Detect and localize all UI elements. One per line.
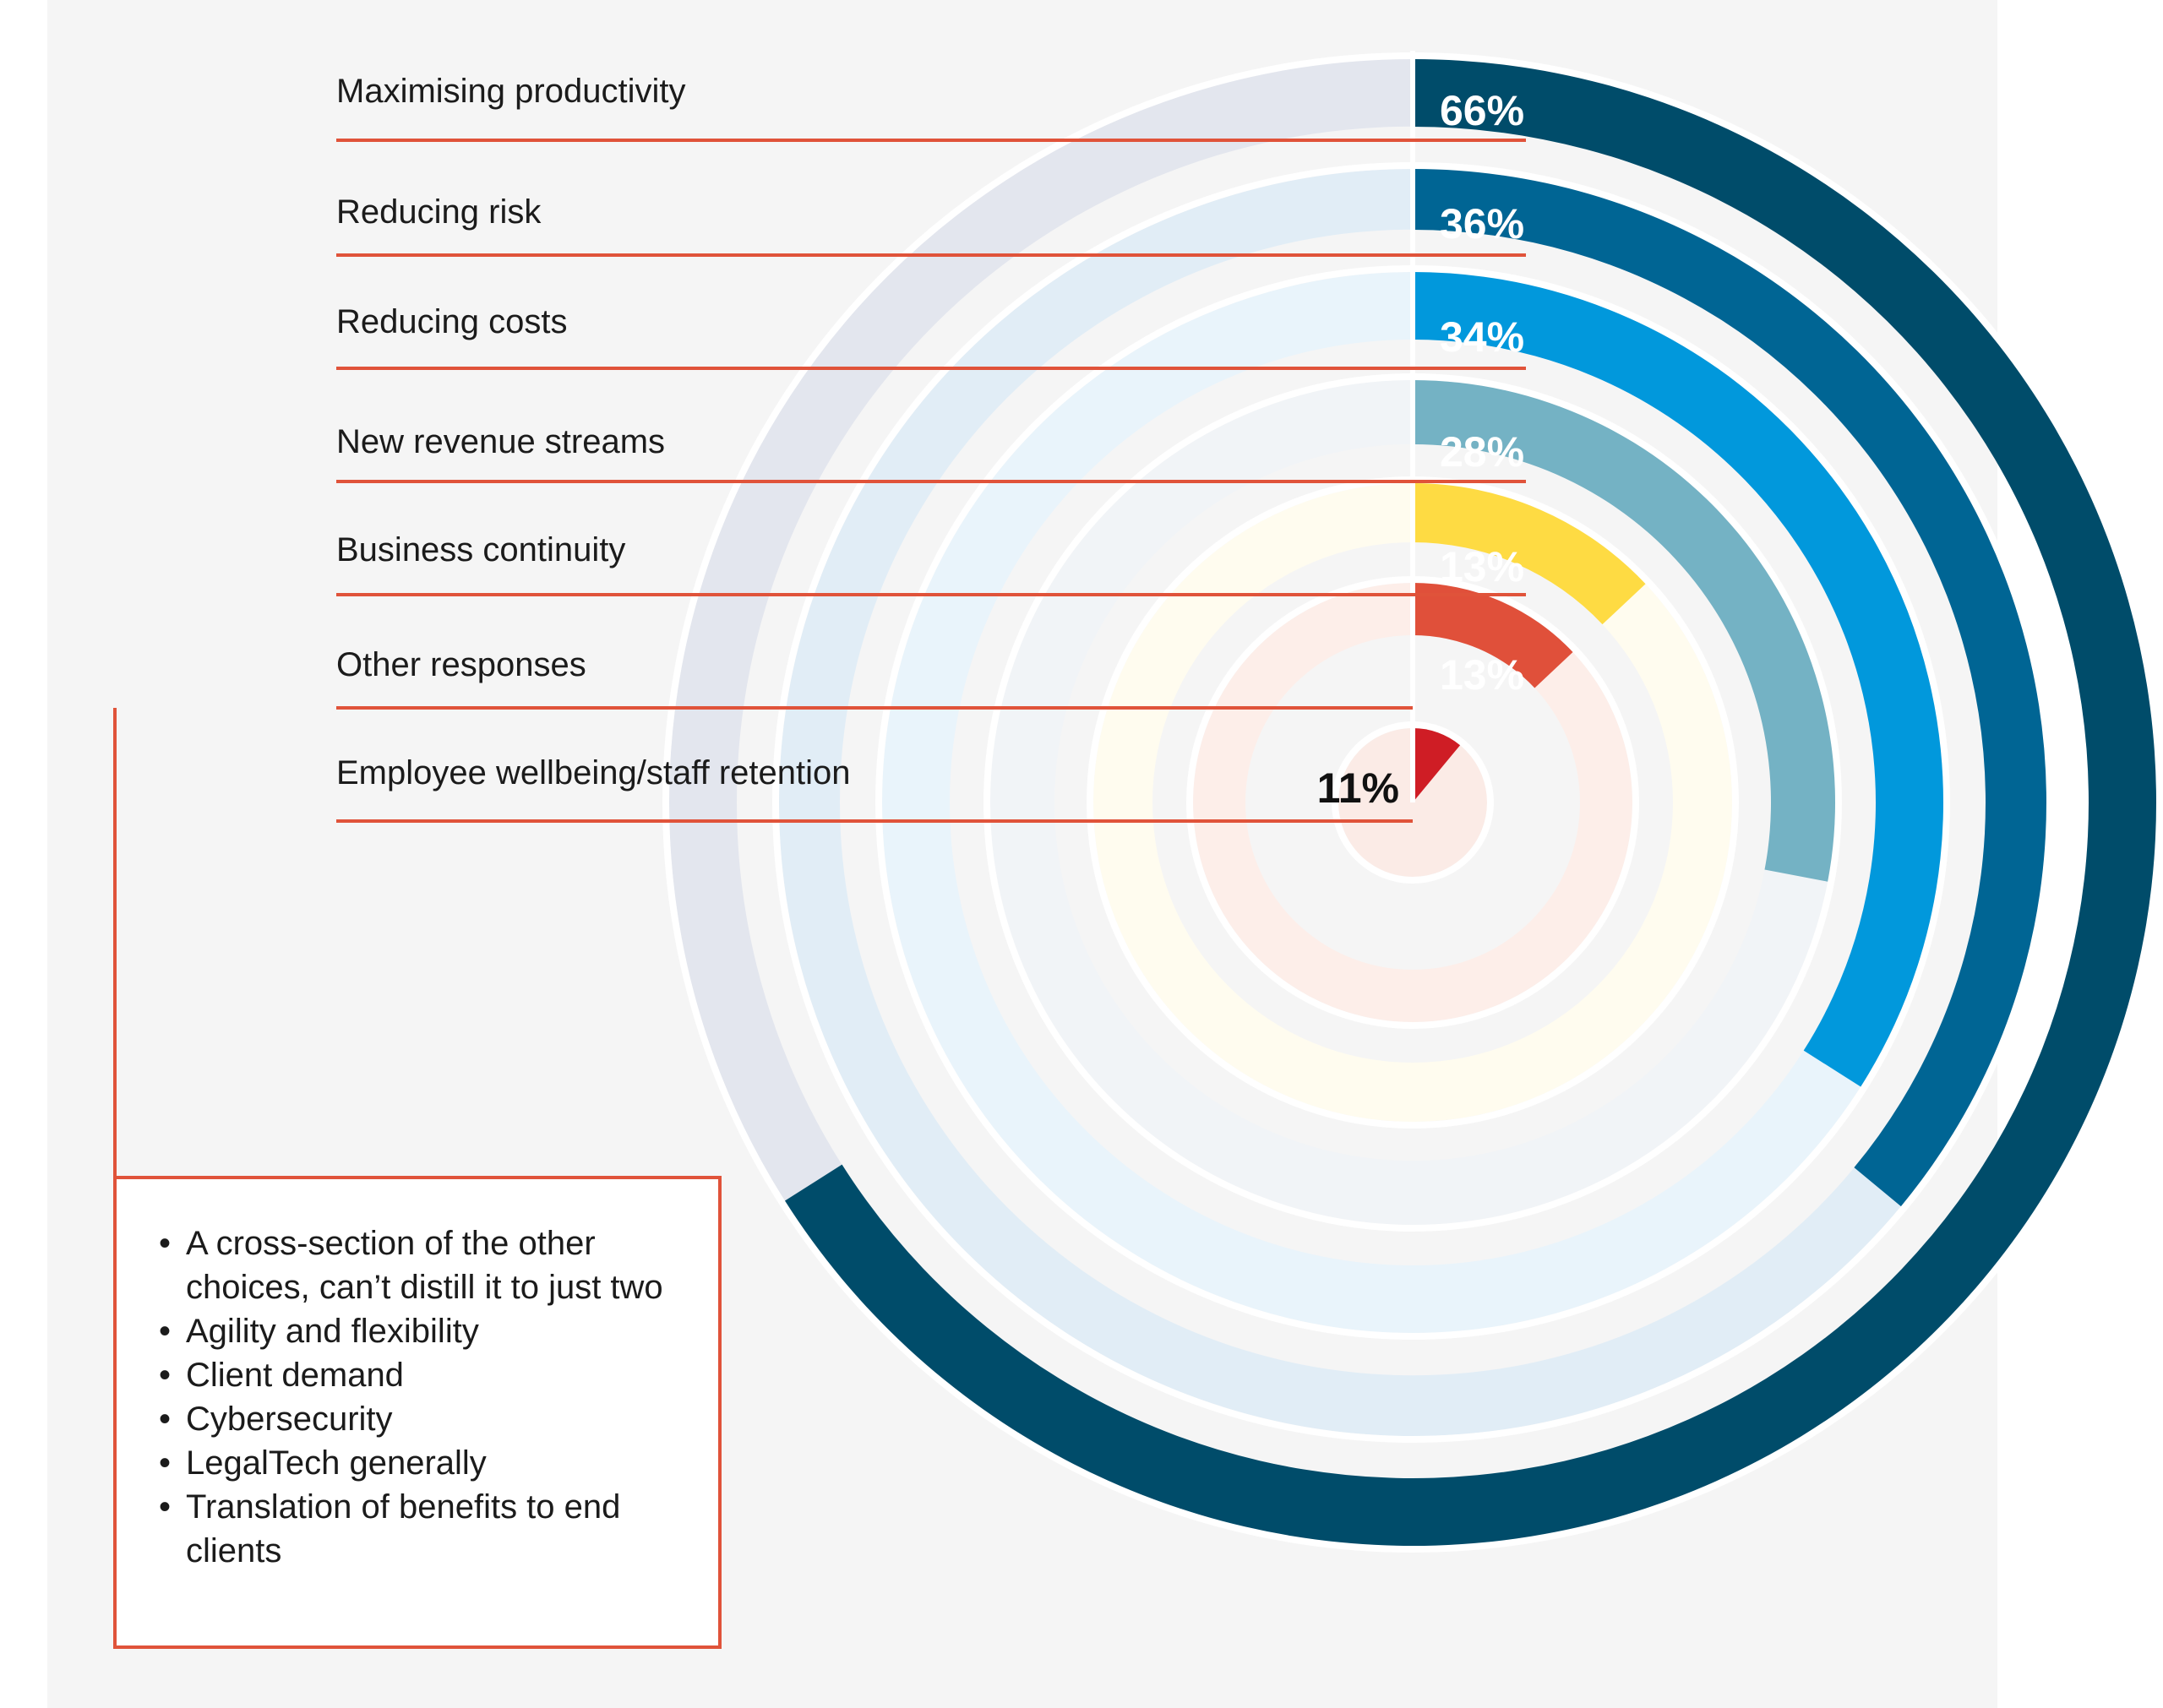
value-label-4: 28% — [1440, 428, 1524, 476]
value-arc-6 — [1413, 583, 1573, 688]
category-label-2: Reducing risk — [336, 193, 542, 231]
category-label-3: Reducing costs — [336, 303, 567, 340]
other-response-item: Client demand — [159, 1353, 684, 1397]
category-label-6: Other responses — [336, 646, 586, 683]
category-label-7: Employee wellbeing/staff retention — [336, 754, 851, 791]
category-label-1: Maximising productivity — [336, 73, 685, 110]
value-arc-2 — [1413, 169, 2046, 1207]
value-label-7: 11% — [1317, 764, 1399, 812]
other-response-item: Cybersecurity — [159, 1397, 684, 1441]
other-response-item: Translation of benefits to end clients — [159, 1485, 684, 1573]
value-arc-4 — [1413, 380, 1835, 882]
value-label-3: 34% — [1440, 313, 1524, 361]
value-arc-5 — [1413, 483, 1646, 625]
other-response-item: A cross-section of the other choices, ca… — [159, 1221, 684, 1309]
value-arc-3 — [1413, 272, 1943, 1087]
value-label-1: 66% — [1440, 87, 1524, 134]
category-label-5: Business continuity — [336, 531, 625, 568]
other-response-item: Agility and flexibility — [159, 1309, 684, 1353]
value-label-5: 13% — [1440, 543, 1524, 590]
other-responses-list: A cross-section of the other choices, ca… — [159, 1221, 684, 1573]
value-label-2: 36% — [1440, 200, 1524, 247]
category-label-4: New revenue streams — [336, 423, 665, 460]
other-responses-box: A cross-section of the other choices, ca… — [113, 1176, 722, 1649]
value-label-6: 13% — [1440, 651, 1524, 699]
value-arc-7 — [1413, 728, 1461, 802]
other-response-item: LegalTech generally — [159, 1441, 684, 1485]
